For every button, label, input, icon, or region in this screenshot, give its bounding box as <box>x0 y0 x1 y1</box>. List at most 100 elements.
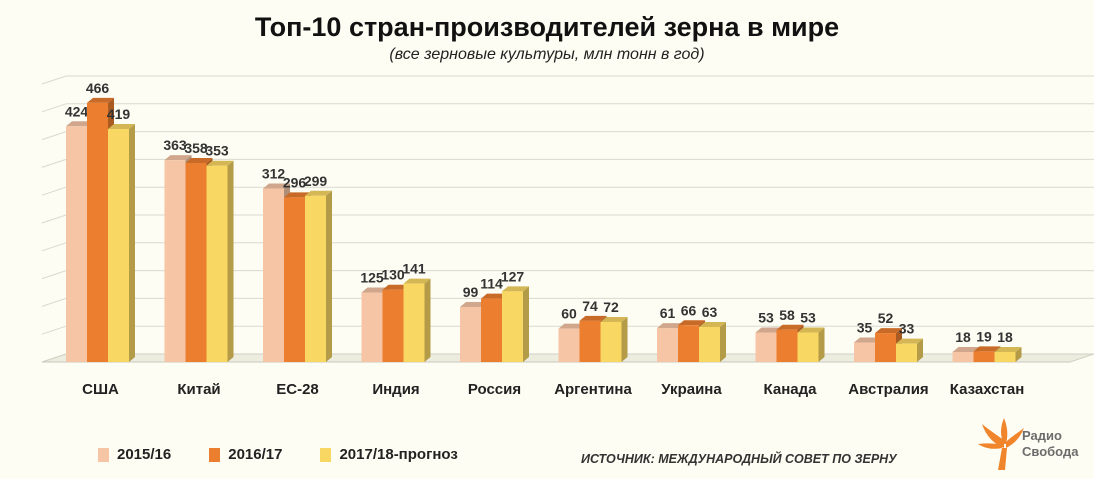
data-label: 363 <box>163 137 187 153</box>
data-label: 19 <box>976 328 992 344</box>
data-label: 53 <box>800 310 816 326</box>
bar-top <box>678 320 705 326</box>
bar <box>502 291 523 362</box>
data-label: 74 <box>582 298 598 314</box>
bar-top <box>305 190 332 196</box>
x-tick-label: Украина <box>661 381 722 398</box>
bar <box>481 298 502 362</box>
data-label: 58 <box>779 307 795 323</box>
bar-side <box>424 278 431 362</box>
data-label: 60 <box>561 306 577 322</box>
grid-line-side <box>41 242 67 252</box>
bar-side <box>326 190 332 362</box>
bar <box>382 289 404 362</box>
bar <box>206 165 228 362</box>
data-label: 18 <box>997 329 1013 345</box>
bar-top <box>558 323 586 329</box>
data-label: 312 <box>262 166 286 182</box>
data-label: 63 <box>702 304 718 320</box>
grid-line-side <box>41 325 67 335</box>
bar-side <box>720 321 726 362</box>
data-label: 466 <box>86 80 110 96</box>
x-tick-label: Казахстан <box>950 381 1025 398</box>
bar-top <box>382 284 410 290</box>
grid-line-side <box>41 297 67 307</box>
data-label: 61 <box>660 305 676 321</box>
source-note: ИСТОЧНИК: МЕЖДУНАРОДНЫЙ СОВЕТ ПО ЗЕРНУ <box>581 452 897 466</box>
bar-top <box>896 338 923 344</box>
data-label: 299 <box>304 173 328 189</box>
bar-side <box>129 124 135 362</box>
legend-label: 2016/17 <box>228 446 283 463</box>
bar <box>952 351 974 362</box>
bar <box>657 328 678 362</box>
bar-top <box>776 324 804 330</box>
data-label: 53 <box>758 310 774 326</box>
bar-top <box>87 97 114 103</box>
data-label: 99 <box>463 284 479 300</box>
data-label: 33 <box>899 321 915 337</box>
legend-item-2016-17: 2016/17 <box>209 446 282 463</box>
bar-top <box>460 301 487 307</box>
x-tick-label: Россия <box>468 381 521 398</box>
bar-top <box>854 337 881 343</box>
bar <box>699 326 720 362</box>
legend-label: 2015/16 <box>117 446 172 463</box>
x-tick-label: Индия <box>372 381 419 398</box>
bar <box>776 329 798 362</box>
data-label: 353 <box>205 143 229 159</box>
bar <box>678 325 699 362</box>
bar-top <box>284 192 311 198</box>
bar-top <box>657 323 684 329</box>
bar-top <box>481 293 508 299</box>
bar-side <box>523 286 529 362</box>
bar <box>973 351 995 362</box>
bar-top <box>699 321 726 327</box>
bar <box>284 197 305 362</box>
bar-top <box>164 155 192 161</box>
bar <box>460 306 481 362</box>
data-label: 419 <box>107 106 131 122</box>
bar-top <box>263 183 290 189</box>
bar <box>994 351 1016 362</box>
x-tick-label: Австралия <box>848 381 928 398</box>
bar-top <box>108 124 135 130</box>
bar <box>185 162 207 362</box>
bar-top <box>206 160 234 166</box>
x-tick-label: США <box>82 381 119 398</box>
bar <box>600 321 622 362</box>
data-label: 127 <box>501 268 525 284</box>
x-tick-label: Китай <box>177 381 220 398</box>
bar-side <box>818 327 825 362</box>
logo-line-1: Радио <box>1022 428 1062 443</box>
bar-top <box>502 286 529 292</box>
grid-line-side <box>41 75 67 85</box>
bar <box>797 332 819 362</box>
bar-top <box>875 328 902 334</box>
legend-swatch <box>98 447 109 462</box>
bar-top <box>952 346 980 352</box>
bar-top <box>755 327 783 333</box>
bar-top <box>361 287 389 293</box>
bar-top <box>185 157 213 163</box>
radio-svoboda-torch-icon <box>978 418 1024 470</box>
data-label: 72 <box>603 299 619 315</box>
bar-side <box>917 338 923 362</box>
logo-text: Радио Свобода <box>1022 428 1078 460</box>
legend-label: 2017/18-прогноз <box>339 446 458 463</box>
bar <box>403 283 425 362</box>
data-label: 35 <box>857 320 873 336</box>
bar-top <box>973 346 1001 352</box>
x-tick-label: Канада <box>764 381 818 398</box>
bar <box>164 160 186 362</box>
bar <box>875 333 896 362</box>
grid-line-side <box>41 214 67 224</box>
bar <box>87 102 108 363</box>
grid-line-side <box>41 186 67 196</box>
bar-top <box>579 315 607 321</box>
data-label: 66 <box>681 302 697 318</box>
grid-line-side <box>41 270 67 280</box>
grid-line-side <box>41 158 67 168</box>
bar <box>66 126 87 362</box>
